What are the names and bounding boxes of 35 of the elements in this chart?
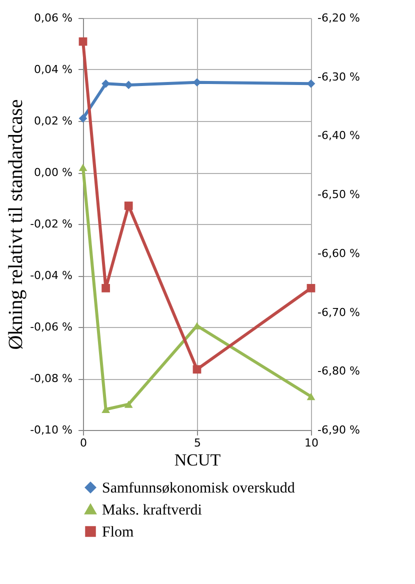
y2-tick-label: -6,70 % — [318, 306, 360, 319]
point — [192, 365, 202, 374]
y-tick-label: 0,06 % — [34, 12, 72, 24]
y-axis-title: Økning relativt til standardcase — [5, 99, 28, 350]
y2-tick-label: -6,50 % — [318, 188, 360, 202]
y-tick-label: -0,04 % — [30, 269, 72, 282]
point — [306, 284, 316, 292]
y-tick-label: -0,08 % — [30, 372, 72, 385]
point — [124, 202, 133, 210]
point — [78, 164, 88, 171]
y2-tick-label: -6,60 % — [318, 246, 360, 260]
legend-label: Samfunnsøkonomisk overskudd — [102, 480, 296, 496]
point — [306, 392, 316, 400]
y2-tick-label: -6,30 % — [318, 70, 360, 84]
y2-tick-label: -6,80 % — [318, 364, 360, 378]
point — [78, 37, 88, 46]
legend-label: Flom — [102, 524, 134, 540]
point — [102, 284, 110, 292]
y-tick-label: -0,10 % — [30, 424, 72, 436]
legend-label: Maks. kraftverdi — [102, 502, 202, 518]
point — [124, 400, 133, 408]
y2-tick-label: -6,40 % — [318, 129, 360, 142]
x-tick-label: 5 — [194, 436, 201, 450]
y2-tick-label: -6,90 % — [318, 424, 360, 436]
y-tick-label: 0,00 % — [34, 166, 72, 179]
x-tick-label: 10 — [304, 436, 318, 450]
y-tick-label: -0,02 % — [30, 218, 72, 230]
y-tick-label: 0,04 % — [34, 63, 72, 76]
point — [78, 114, 88, 123]
y-tick-label: -0,06 % — [30, 320, 72, 334]
x-tick-label: 0 — [80, 436, 87, 450]
y-tick-label: 0,02 % — [34, 114, 72, 128]
x-axis-title: NCUT — [174, 450, 222, 470]
point — [102, 79, 110, 88]
y2-tick-label: -6,20 % — [318, 12, 360, 24]
